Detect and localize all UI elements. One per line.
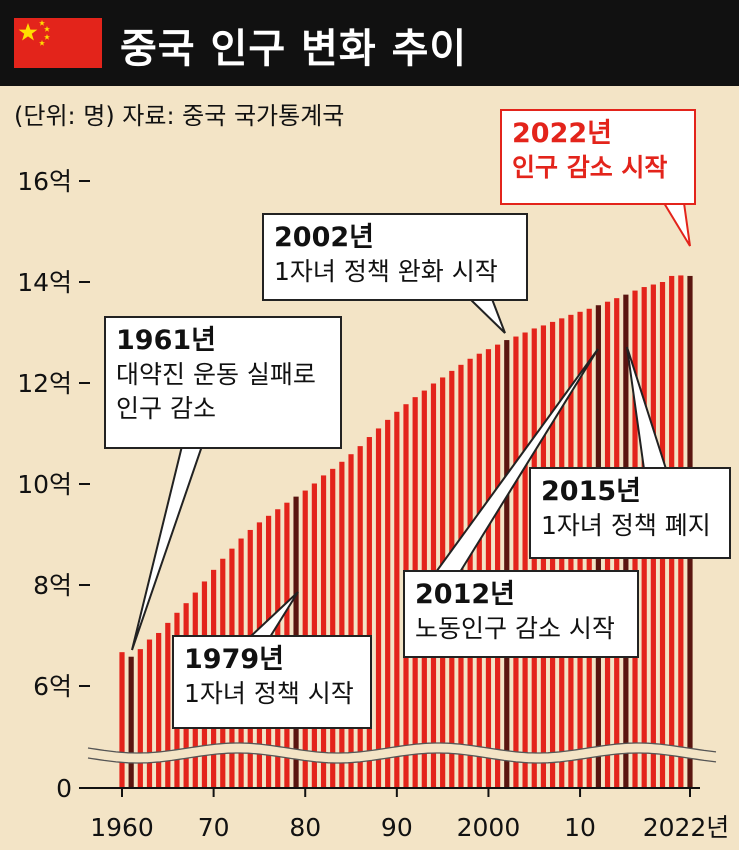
x-tick-label: 90: [381, 813, 413, 842]
annotation-year: 2015년: [541, 476, 641, 507]
bar-2003: [513, 336, 519, 788]
bar-1990: [394, 411, 400, 788]
y-tick-label: 14억: [17, 268, 72, 297]
bar-1986: [357, 446, 363, 788]
annotation-2015: 2015년 1자녀 정책 폐지: [529, 467, 731, 559]
bar-1983: [330, 468, 336, 788]
annotation-year: 1961년: [116, 325, 216, 356]
bar-2000: [485, 349, 492, 788]
annotation-text: 1자녀 정책 폐지: [541, 511, 711, 540]
annotation-text: 1자녀 정책 완화 시작: [274, 257, 498, 286]
annotation-2012: 2012년 노동인구 감소 시작: [403, 570, 639, 658]
x-tick-label: 1960: [90, 813, 154, 842]
annotation-2022: 2022년 인구 감소 시작: [500, 109, 696, 205]
x-tick-label: 70: [198, 813, 230, 842]
y-tick-label: 12억: [17, 369, 72, 398]
bar-2004: [522, 332, 528, 788]
bar-1965: [165, 622, 171, 788]
callout-pointer: [131, 445, 204, 651]
header-bar: 중국 인구 변화 추이: [0, 0, 739, 86]
y-tick-label: 10억: [17, 470, 72, 499]
source-note: (단위: 명) 자료: 중국 국가통계국: [14, 102, 345, 130]
callout-pointer: [467, 298, 506, 334]
bar-1987: [366, 437, 372, 788]
bar-2002: [504, 340, 510, 788]
bar-2001: [495, 344, 501, 788]
x-tick-label: 10: [564, 813, 596, 842]
annotation-1961: 1961년 대약진 운동 실패로 인구 감소: [104, 316, 342, 449]
y-tick-label: 8억: [33, 571, 72, 600]
annotation-2002: 2002년 1자녀 정책 완화 시작: [262, 213, 528, 301]
annotation-year: 2022년: [512, 118, 612, 149]
y-tick-label: 6억: [33, 672, 72, 701]
y-tick-label: 16억: [17, 167, 72, 196]
bar-1962: [137, 649, 143, 788]
x-tick-label: 2000: [457, 813, 521, 842]
annotation-text: 노동인구 감소 시작: [415, 614, 615, 643]
page-title: 중국 인구 변화 추이: [120, 26, 468, 72]
x-tick-label: 80: [289, 813, 321, 842]
bar-1963: [146, 639, 153, 788]
y-tick-label: 0: [56, 774, 72, 803]
bar-1961: [128, 656, 134, 788]
annotation-text: 1자녀 정책 시작: [184, 679, 354, 708]
bar-1984: [339, 461, 345, 788]
annotation-text: 인구 감소 시작: [512, 153, 668, 182]
annotation-year: 2002년: [274, 222, 374, 253]
china-flag-icon: [14, 18, 102, 68]
x-tick-label: 2022년: [643, 813, 730, 842]
annotation-year: 2012년: [415, 579, 515, 610]
bar-1985: [348, 454, 354, 788]
callout-pointer: [662, 202, 691, 247]
bar-1982: [320, 475, 327, 788]
annotation-year: 1979년: [184, 644, 284, 675]
bar-1960: [119, 652, 125, 788]
bar-1988: [375, 428, 382, 788]
bar-1989: [385, 419, 391, 788]
annotation-1979: 1979년 1자녀 정책 시작: [172, 635, 372, 729]
axis-break: [88, 743, 716, 763]
annotation-text: 대약진 운동 실패로 인구 감소: [116, 360, 316, 423]
bar-1964: [156, 632, 162, 788]
